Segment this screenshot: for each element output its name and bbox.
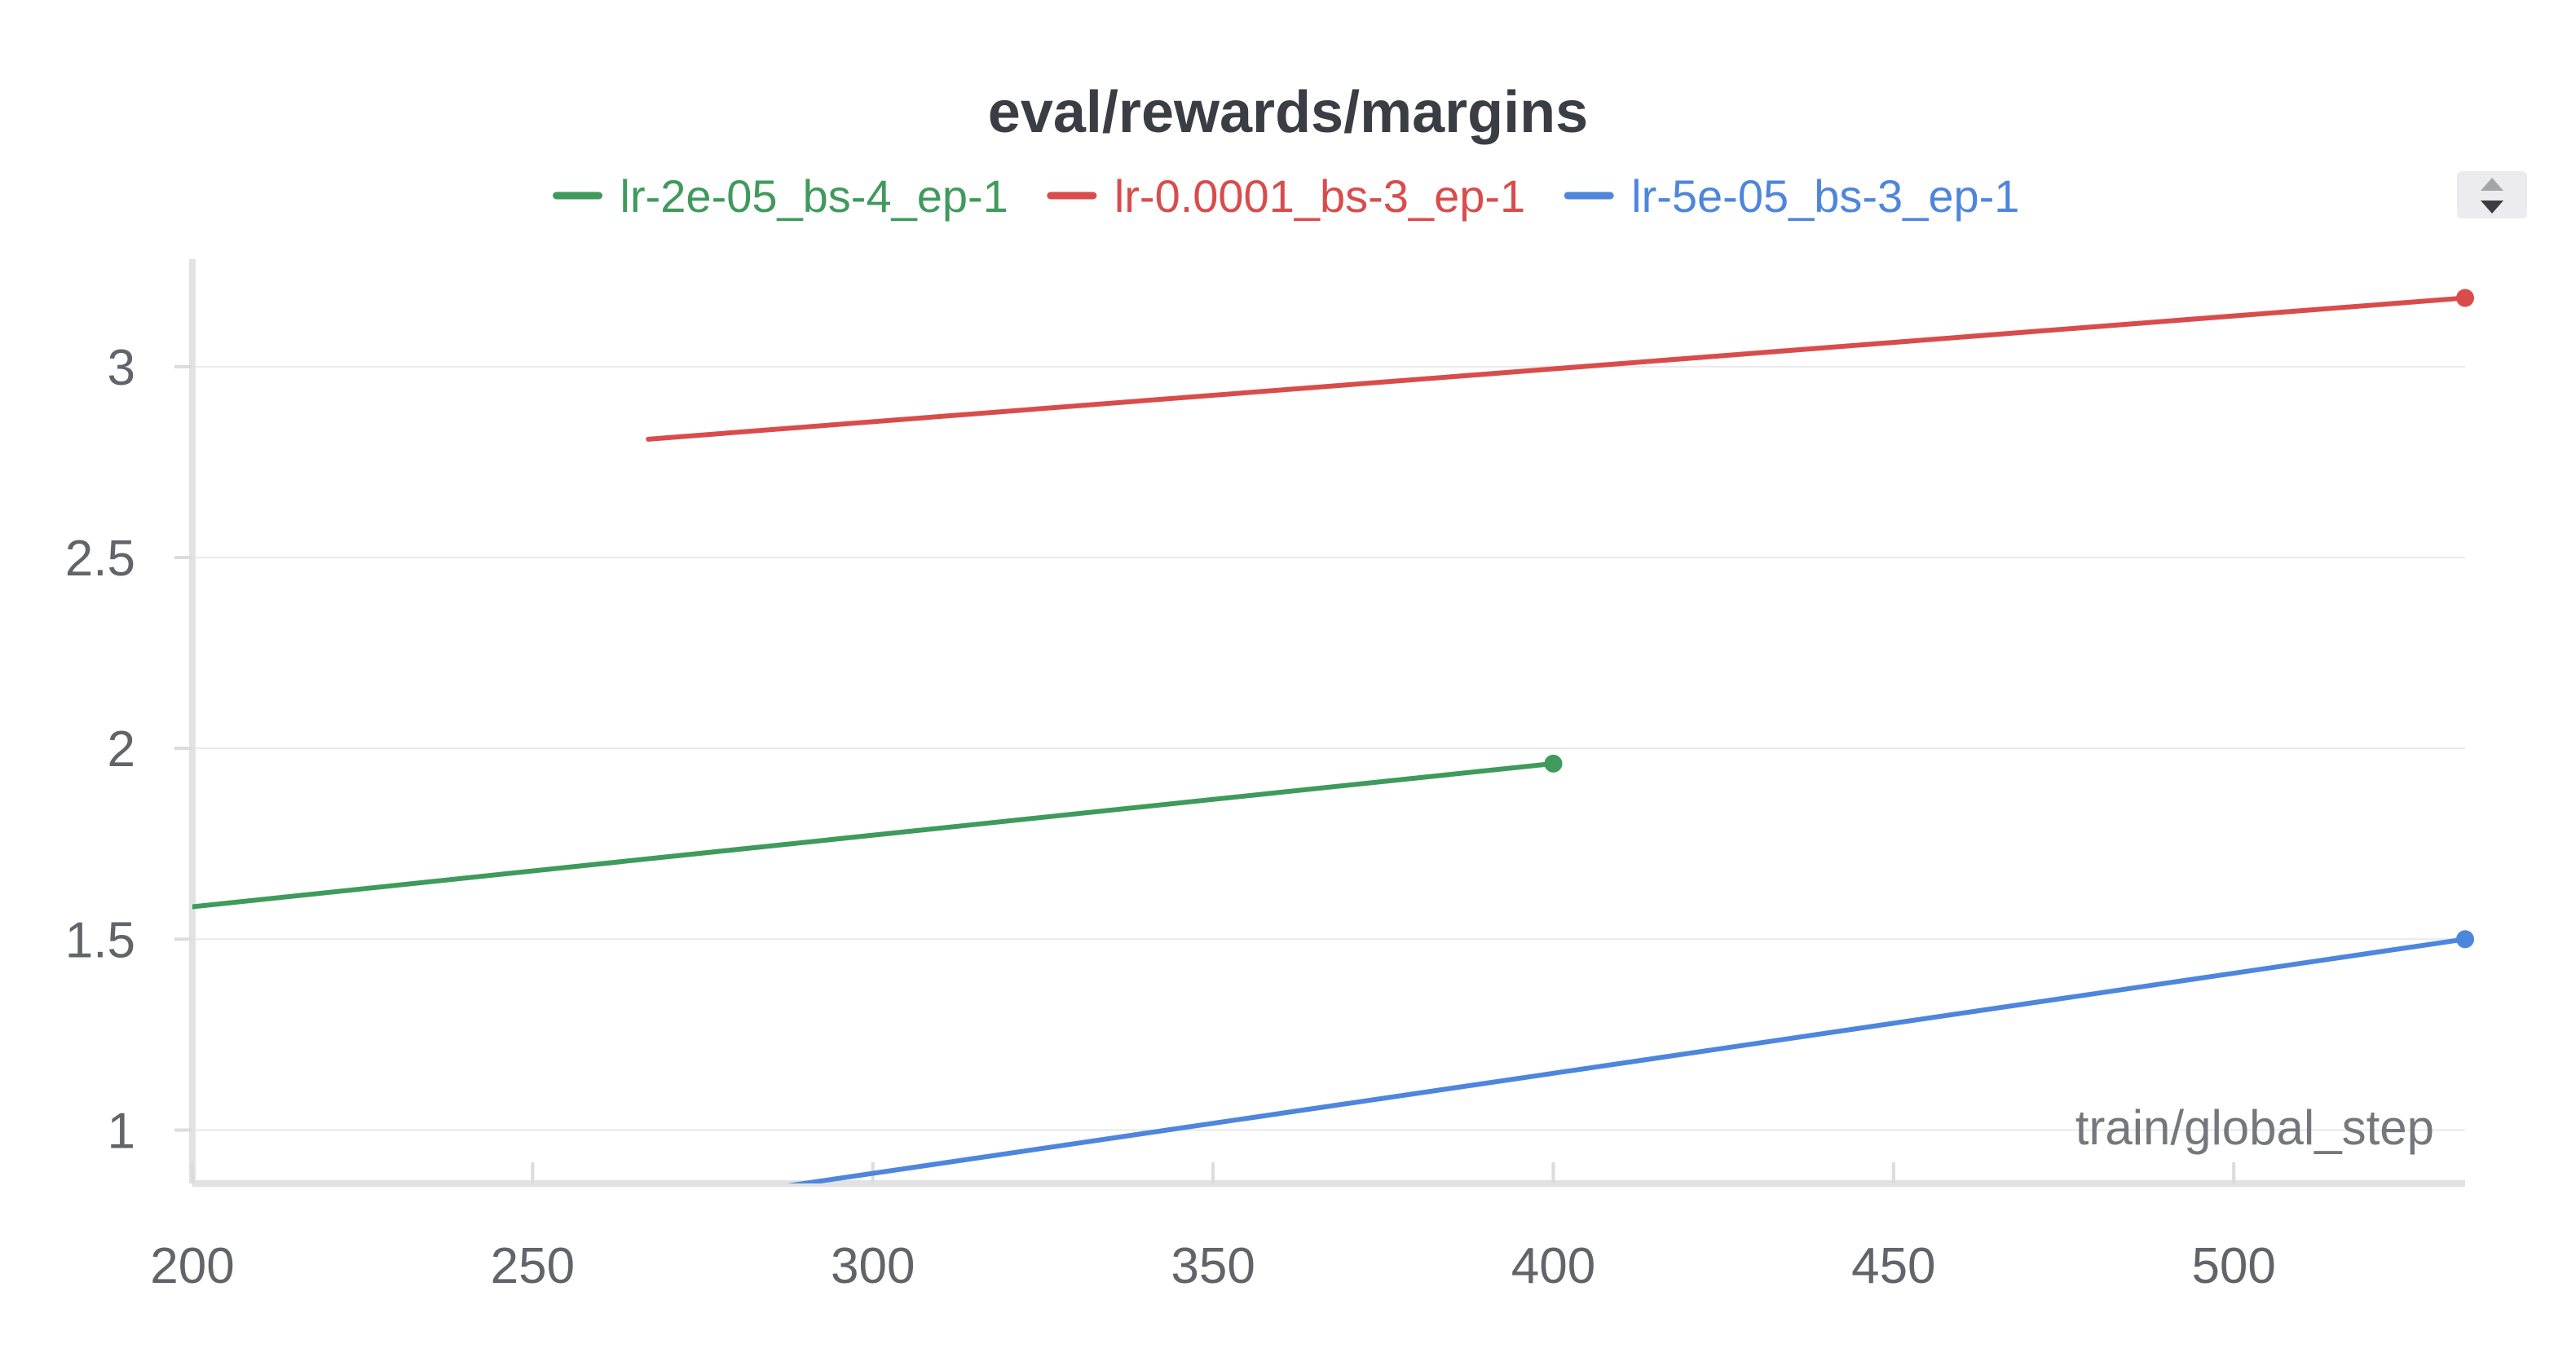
- down-arrow-icon[interactable]: [2481, 201, 2503, 214]
- y-tick-label: 3: [108, 340, 135, 396]
- y-tick-label: 1.5: [65, 912, 135, 968]
- series-line: [787, 937, 2468, 1183]
- gridlines: [192, 365, 2465, 1131]
- x-tick-label: 500: [2191, 1238, 2275, 1294]
- x-tick-label: 200: [150, 1238, 234, 1294]
- legend-item[interactable]: lr-0.0001_bs-3_ep-1: [1047, 170, 1525, 222]
- legend-label: lr-2e-05_bs-4_ep-1: [620, 170, 1008, 222]
- series-end-point: [2456, 930, 2474, 949]
- legend-label: lr-0.0001_bs-3_ep-1: [1114, 170, 1525, 222]
- legend: lr-2e-05_bs-4_ep-1 lr-0.0001_bs-3_ep-1 lr-…: [553, 170, 2019, 222]
- legend-label: lr-5e-05_bs-3_ep-1: [1631, 170, 2019, 222]
- legend-item[interactable]: lr-2e-05_bs-4_ep-1: [553, 170, 1008, 222]
- series-lines: [192, 295, 2468, 1183]
- x-tick-label: 450: [1851, 1238, 1935, 1294]
- x-tick-label: 400: [1511, 1238, 1595, 1294]
- legend-item[interactable]: lr-5e-05_bs-3_ep-1: [1564, 170, 2019, 222]
- series-line: [646, 295, 2468, 442]
- y-tick-label: 1: [108, 1103, 135, 1159]
- x-tick-label: 350: [1171, 1238, 1255, 1294]
- x-axis-ticks: 200 250 300 350 400 450 500: [150, 1162, 2276, 1294]
- y-tick-label: 2.5: [65, 531, 135, 587]
- chart-title: eval/rewards/margins: [988, 80, 1588, 145]
- series-end-point: [1544, 754, 1563, 773]
- series-end-point: [2456, 289, 2474, 307]
- x-axis-label: train/global_step: [2075, 1100, 2434, 1155]
- series-line: [192, 760, 1556, 910]
- y-tick-label: 2: [108, 721, 135, 778]
- axes: [189, 259, 2465, 1187]
- x-tick-label: 250: [491, 1238, 575, 1294]
- y-axis-ticks: 1 1.5 2 2.5 3: [65, 340, 192, 1159]
- legend-scroll-control[interactable]: [2457, 171, 2527, 218]
- up-arrow-icon[interactable]: [2481, 178, 2503, 191]
- x-tick-label: 300: [831, 1238, 915, 1294]
